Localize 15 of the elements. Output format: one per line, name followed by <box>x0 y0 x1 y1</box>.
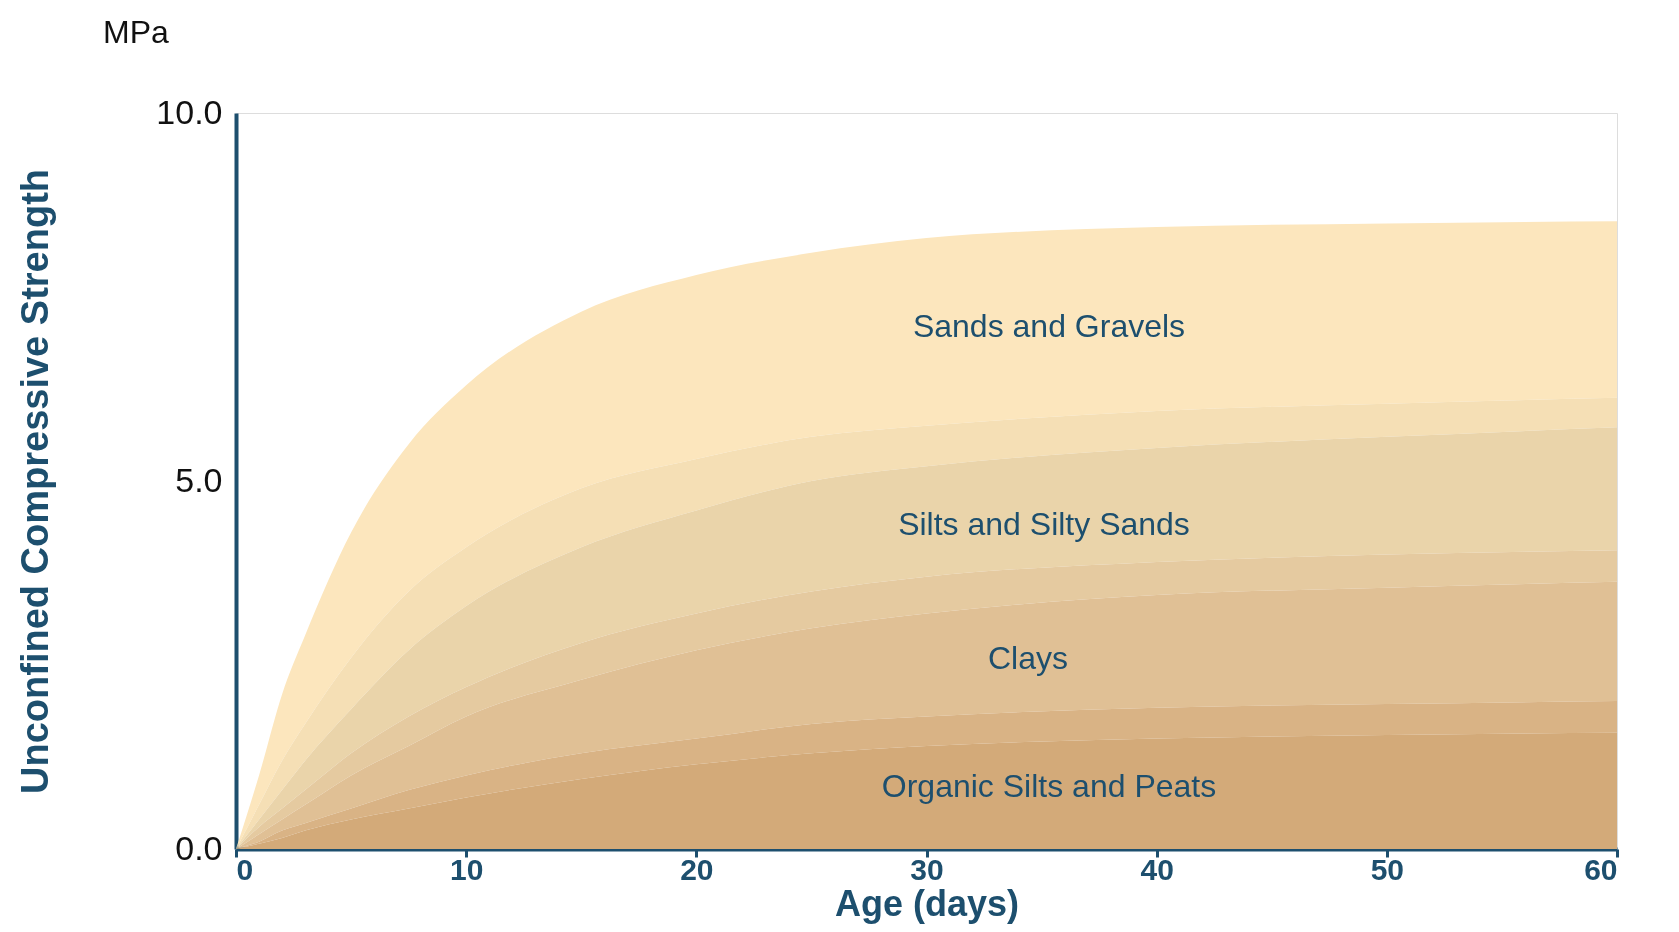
annotation: Organic Silts and Peats <box>881 768 1217 804</box>
y-tick-label: 10.0 <box>156 92 223 131</box>
x-tick-label: 20 <box>680 852 714 886</box>
x-tick-label: 10 <box>449 852 484 886</box>
text: MPa <box>103 14 170 50</box>
x-tick-label: 40 <box>1140 852 1174 886</box>
annotation: Silts and Silty Sands <box>898 506 1190 542</box>
x-tick-label: 50 <box>1370 852 1405 886</box>
y-axis-title: Unconfined Compressive Strength <box>14 169 57 794</box>
annotation: Sands and Gravels <box>912 308 1186 344</box>
y-tick-label: 5.0 <box>175 460 223 499</box>
x-tick-label: 0 <box>236 852 254 886</box>
y-tick-label: 0.0 <box>175 828 223 867</box>
x-tick-label: 60 <box>1584 852 1618 886</box>
annotation: Clays <box>987 640 1069 676</box>
